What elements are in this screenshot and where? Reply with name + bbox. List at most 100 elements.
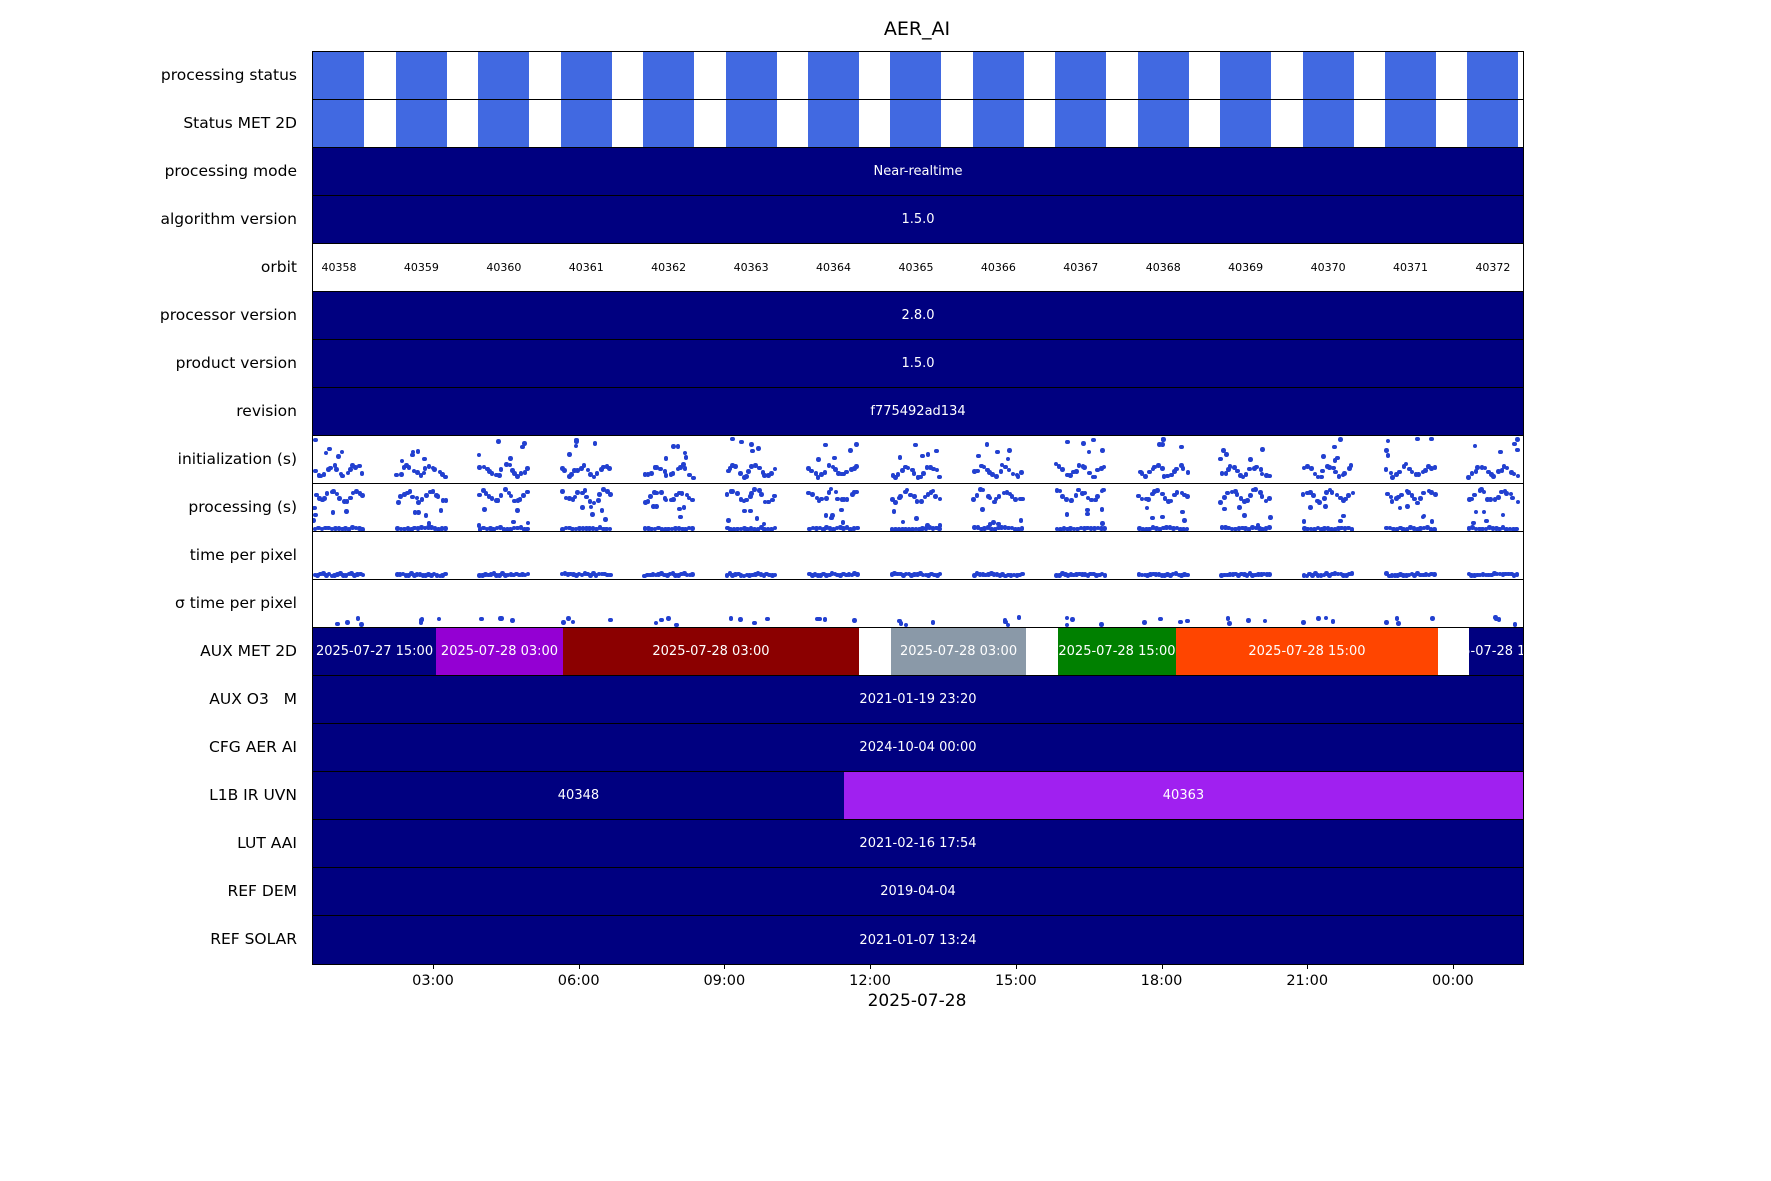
- scatter-dot: [359, 471, 365, 476]
- scatter-dot: [827, 526, 833, 531]
- scatter-dot: [1244, 572, 1250, 578]
- scatter-dot: [675, 444, 681, 449]
- scatter-dot: [656, 525, 661, 531]
- scatter-dot: [824, 525, 830, 530]
- scatter-dot: [1068, 525, 1073, 531]
- scatter-dot: [831, 526, 836, 531]
- scatter-dot: [1320, 468, 1325, 474]
- scatter-dot: [687, 572, 693, 578]
- scatter-dot: [1060, 571, 1065, 576]
- scatter-dot: [511, 498, 517, 504]
- scatter-dot: [832, 455, 837, 461]
- scatter-dot: [344, 509, 349, 514]
- scatter-dot: [903, 622, 909, 627]
- scatter-dot: [1480, 526, 1486, 531]
- scatter-dot: [738, 471, 743, 476]
- scatter-dot: [653, 572, 659, 578]
- scatter-dot: [1396, 621, 1401, 626]
- scatter-dot: [1475, 465, 1480, 470]
- scatter-dot: [914, 499, 920, 504]
- scatter-dot: [1019, 470, 1024, 475]
- scatter-dot: [434, 573, 440, 578]
- scatter-dot: [1177, 527, 1183, 531]
- scatter-dot: [1174, 466, 1179, 472]
- scatter-dot: [728, 527, 733, 531]
- status-block: [313, 52, 365, 99]
- scatter-dot: [1060, 494, 1065, 499]
- orbit-number: 40361: [568, 261, 604, 274]
- scatter-dot: [560, 620, 566, 625]
- orbit-number: 40366: [980, 261, 1016, 274]
- scatter-dot: [1058, 527, 1063, 531]
- scatter-dot: [816, 457, 821, 463]
- scatter-dot: [750, 572, 755, 578]
- scatter-dot: [1145, 573, 1150, 578]
- scatter-dot: [932, 572, 937, 578]
- scatter-dot: [903, 571, 909, 577]
- scatter-dot: [1250, 487, 1256, 493]
- scatter-dot: [422, 466, 428, 471]
- row-label-l1b-ir-uvn: L1B IR UVN: [209, 786, 297, 804]
- scatter-dot: [738, 617, 743, 622]
- scatter-dot: [1428, 527, 1434, 531]
- scatter-dot: [937, 523, 943, 528]
- scatter-dot: [335, 572, 340, 578]
- scatter-dot: [998, 469, 1004, 475]
- scatter-dot: [1267, 473, 1272, 479]
- timeline-segment: 2025-07-27 15:00: [313, 628, 437, 675]
- scatter-dot: [930, 620, 936, 625]
- scatter-dot: [511, 525, 517, 531]
- scatter-dot: [1515, 447, 1520, 453]
- status-block: [1467, 100, 1519, 147]
- row-status-met-2d: [313, 100, 1523, 148]
- scatter-dot: [1102, 572, 1108, 578]
- scatter-dot: [1508, 491, 1514, 497]
- scatter-dot: [1015, 473, 1021, 479]
- scatter-dot: [934, 573, 940, 578]
- scatter-dot: [477, 465, 482, 471]
- scatter-dot: [745, 527, 750, 531]
- scatter-dot: [849, 572, 855, 578]
- scatter-dot: [1432, 572, 1437, 577]
- scatter-dot: [765, 526, 771, 531]
- scatter-dot: [1005, 622, 1011, 627]
- scatter-dot: [1472, 492, 1477, 498]
- segment-label: 1.5.0: [901, 356, 935, 371]
- timeline-segment: 2.8.0: [313, 292, 1523, 339]
- scatter-dot: [755, 527, 761, 531]
- scatter-dot: [817, 525, 823, 531]
- x-tick: [433, 964, 434, 969]
- scatter-dot: [1418, 496, 1424, 501]
- scatter-dot: [654, 504, 659, 509]
- scatter-dot: [485, 572, 491, 578]
- scatter-dot: [1171, 526, 1176, 531]
- scatter-dot: [1394, 472, 1399, 477]
- scatter-dot: [1411, 525, 1417, 531]
- scatter-dot: [828, 486, 834, 492]
- scatter-dot: [733, 464, 738, 470]
- scatter-dot: [1415, 571, 1420, 577]
- x-axis: 03:00 06:00 09:00 12:00 15:00 18:00 21:00 00:00: [312, 964, 1522, 996]
- scatter-dot: [597, 525, 603, 530]
- timeline-segment: 2024-10-04 00:00: [313, 724, 1523, 771]
- scatter-dot: [1255, 523, 1261, 528]
- scatter-dot: [840, 520, 846, 525]
- status-block: [313, 100, 365, 147]
- scatter-dot: [406, 465, 412, 470]
- scatter-dot: [1237, 505, 1242, 510]
- scatter-dot: [574, 437, 580, 443]
- scatter-dot: [1500, 512, 1506, 518]
- status-block: [725, 52, 777, 99]
- scatter-dot: [1085, 507, 1090, 513]
- scatter-dot: [1011, 572, 1017, 578]
- scatter-dot: [414, 572, 420, 577]
- scatter-dot: [1096, 572, 1102, 578]
- scatter-dot: [348, 467, 353, 472]
- chart-plot-area: Near-realtime 1.5.0 40358 40359 40360 40361 40…: [312, 51, 1524, 965]
- row-aux-o3-m: 2021-01-19 23:20: [313, 676, 1523, 724]
- scatter-dot: [510, 618, 515, 623]
- scatter-dot: [1080, 491, 1085, 496]
- scatter-dot: [999, 525, 1005, 530]
- scatter-dot: [357, 491, 363, 496]
- scatter-dot: [1092, 474, 1098, 480]
